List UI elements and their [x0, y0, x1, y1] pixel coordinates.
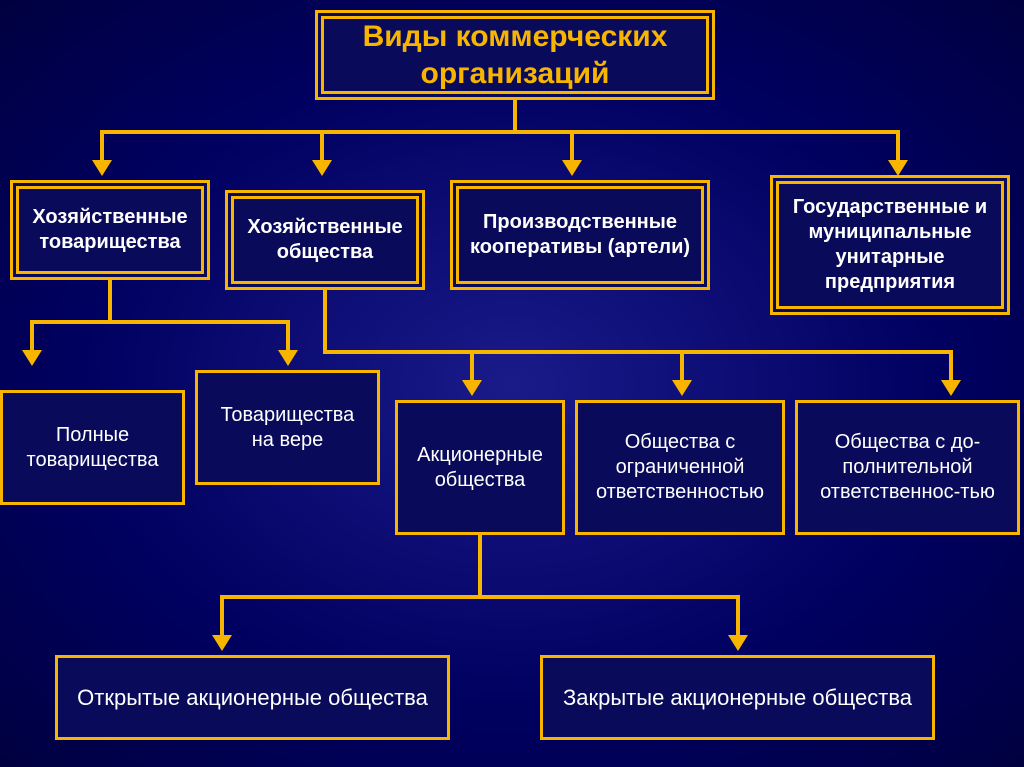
label: Товарищества на вере — [208, 403, 367, 453]
arrow-icon — [562, 160, 582, 176]
arrow-icon — [92, 160, 112, 176]
arrow-icon — [22, 350, 42, 366]
title-text: Виды коммерческих организаций — [328, 18, 702, 93]
connector — [100, 130, 104, 160]
label: Хозяйственные общества — [238, 215, 412, 265]
label: Закрытые акционерные общества — [563, 684, 912, 712]
connector — [30, 320, 290, 324]
connector — [320, 130, 324, 160]
label: Общества с ограниченной ответственностью — [588, 430, 772, 505]
connector — [736, 595, 740, 635]
box-faith-partnership: Товарищества на вере — [195, 370, 380, 485]
arrow-icon — [212, 635, 232, 651]
box-unitary: Государственные и муниципальные унитарны… — [770, 175, 1010, 315]
arrow-icon — [888, 160, 908, 176]
arrow-icon — [462, 380, 482, 396]
label: Производственные кооперативы (артели) — [463, 210, 697, 260]
connector — [470, 350, 474, 380]
connector — [323, 350, 953, 354]
label: Акционерные общества — [408, 443, 552, 493]
box-addl-liability: Общества с до-полнительной ответственнос… — [795, 400, 1020, 535]
arrow-icon — [312, 160, 332, 176]
title-box: Виды коммерческих организаций — [315, 10, 715, 100]
arrow-icon — [728, 635, 748, 651]
label: Открытые акционерные общества — [77, 684, 428, 712]
connector — [108, 280, 112, 320]
connector — [949, 350, 953, 380]
connector — [570, 130, 574, 160]
box-full-partnership: Полные товарищества — [0, 390, 185, 505]
box-open-jsc: Открытые акционерные общества — [55, 655, 450, 740]
connector — [286, 320, 290, 350]
connector — [220, 595, 224, 635]
arrow-icon — [672, 380, 692, 396]
label: Полные товарищества — [13, 423, 172, 473]
box-cooperatives: Производственные кооперативы (артели) — [450, 180, 710, 290]
label: Общества с до-полнительной ответственнос… — [808, 430, 1007, 505]
label: Государственные и муниципальные унитарны… — [783, 195, 997, 295]
arrow-icon — [278, 350, 298, 366]
connector — [30, 320, 34, 350]
connector — [896, 130, 900, 160]
box-companies: Хозяйственные общества — [225, 190, 425, 290]
arrow-icon — [941, 380, 961, 396]
box-partnerships: Хозяйственные товарищества — [10, 180, 210, 280]
connector — [513, 100, 517, 130]
connector — [323, 290, 327, 350]
connector — [478, 535, 482, 595]
connector — [220, 595, 740, 599]
box-llc: Общества с ограниченной ответственностью — [575, 400, 785, 535]
label: Хозяйственные товарищества — [23, 205, 197, 255]
box-joint-stock: Акционерные общества — [395, 400, 565, 535]
connector — [680, 350, 684, 380]
box-closed-jsc: Закрытые акционерные общества — [540, 655, 935, 740]
connector — [100, 130, 900, 134]
